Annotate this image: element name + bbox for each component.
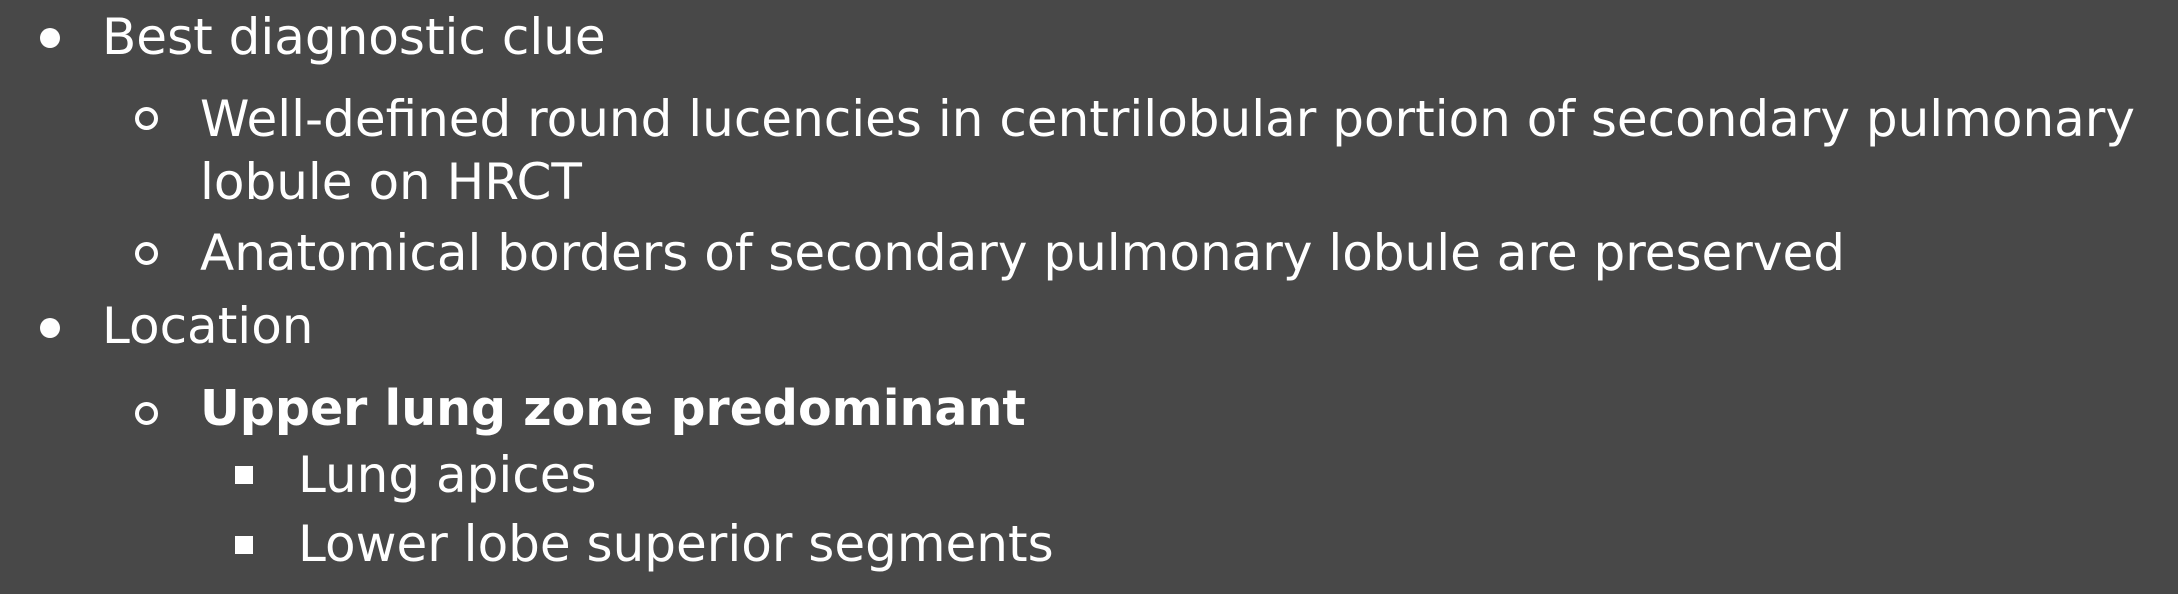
circle-bullet-icon bbox=[135, 242, 158, 265]
disc-bullet-icon bbox=[40, 318, 60, 338]
square-bullet-icon bbox=[235, 466, 253, 484]
sub-sub-bullet-lung-apices: Lung apices bbox=[298, 446, 597, 504]
square-bullet-icon bbox=[235, 536, 253, 554]
sub-bullet-upper-lung-zone: Upper lung zone predominant bbox=[200, 380, 1026, 437]
circle-bullet-icon bbox=[135, 107, 158, 130]
sub-bullet-lucencies-line1: Well-defined round lucencies in centrilo… bbox=[200, 90, 2135, 148]
sub-sub-bullet-lower-lobe: Lower lobe superior segments bbox=[298, 515, 1054, 573]
sub-bullet-lucencies-line2: lobule on HRCT bbox=[200, 153, 582, 211]
circle-bullet-icon bbox=[135, 402, 158, 425]
bullet-best-diagnostic-clue: Best diagnostic clue bbox=[102, 8, 606, 66]
bullet-location: Location bbox=[102, 297, 314, 355]
disc-bullet-icon bbox=[40, 28, 60, 48]
sub-bullet-anatomical-borders: Anatomical borders of secondary pulmonar… bbox=[200, 224, 1845, 282]
